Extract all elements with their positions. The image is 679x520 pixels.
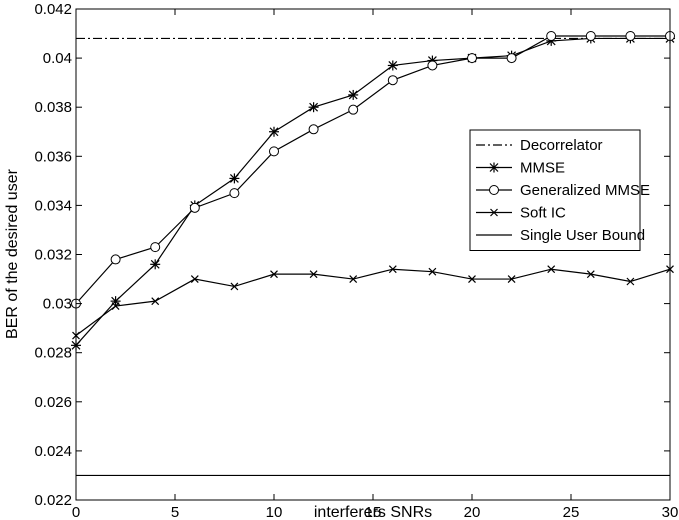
legend-entry-single-user-bound: Single User Bound <box>476 227 645 244</box>
x-axis-ticks: 0 5 10 15 20 25 30 <box>72 9 679 520</box>
y-tick-label: 0.038 <box>34 99 72 116</box>
data-point-generalized-mmse <box>585 31 596 42</box>
y-tick-label: 0.028 <box>34 345 72 362</box>
data-point-mmse <box>229 173 240 184</box>
y-axis-label: BER of the desired user <box>4 168 21 339</box>
legend-label: MMSE <box>520 160 565 177</box>
series-layer <box>71 31 675 477</box>
data-point-mmse <box>348 89 359 100</box>
legend-label: Soft IC <box>520 205 566 222</box>
data-point-generalized-mmse <box>308 124 319 135</box>
data-point-soft-ic <box>428 267 437 276</box>
legend-label: Generalized MMSE <box>520 182 650 199</box>
legend-marker <box>489 185 499 195</box>
data-point-soft-ic <box>547 265 556 274</box>
data-point-generalized-mmse <box>625 31 636 42</box>
data-point-mmse <box>269 126 279 137</box>
data-point-soft-ic <box>626 277 635 286</box>
legend-entry-generalized-mmse: Generalized MMSE <box>476 182 650 199</box>
plot-area <box>76 9 670 500</box>
data-point-mmse <box>150 259 161 270</box>
legend-entry-decorrelator: Decorrelator <box>476 137 603 154</box>
y-tick-label: 0.026 <box>34 394 72 411</box>
data-point-soft-ic <box>151 297 160 306</box>
y-tick-label: 0.034 <box>34 197 72 214</box>
y-tick-label: 0.03 <box>43 296 72 313</box>
y-tick-label: 0.024 <box>34 443 72 460</box>
data-point-generalized-mmse <box>467 53 477 64</box>
data-point-generalized-mmse <box>387 75 398 86</box>
data-point-soft-ic <box>586 270 595 279</box>
series-line-mmse <box>75 37 670 346</box>
data-point-generalized-mmse <box>189 202 200 213</box>
x-tick-label: 0 <box>72 504 80 520</box>
x-tick-label: 15 <box>365 504 382 520</box>
x-tick-label: 20 <box>464 504 481 520</box>
data-point-soft-ic <box>111 302 120 310</box>
legend-marker <box>489 162 499 173</box>
data-point-soft-ic <box>468 275 476 283</box>
y-axis-ticks: 0.022 0.024 0.026 0.028 0.03 0.032 0.034 0.036 0… <box>34 1 670 509</box>
legend: Decorrelator MMSE Generalized MMSE Soft IC S… <box>469 129 650 251</box>
data-point-soft-ic <box>309 270 318 279</box>
series-line-generalized-mmse <box>75 35 670 305</box>
data-point-generalized-mmse <box>427 60 438 71</box>
data-point-soft-ic <box>388 265 397 274</box>
x-tick-label: 25 <box>563 504 580 520</box>
data-point-mmse <box>110 296 121 307</box>
y-tick-label: 0.042 <box>34 1 72 18</box>
series-line-soft-ic <box>75 268 671 336</box>
data-point-soft-ic <box>349 275 358 283</box>
data-point-mmse <box>387 60 398 71</box>
legend-entry-soft-ic: Soft IC <box>476 205 566 222</box>
x-tick-label: 10 <box>266 504 283 520</box>
data-point-generalized-mmse <box>110 254 121 265</box>
data-point-soft-ic <box>270 270 278 279</box>
legend-entry-mmse: MMSE <box>476 160 565 177</box>
y-tick-label: 0.032 <box>34 247 72 264</box>
x-tick-label: 5 <box>171 504 179 520</box>
data-point-soft-ic <box>230 282 239 291</box>
legend-label: Single User Bound <box>520 227 645 244</box>
plot-frame <box>75 8 671 501</box>
data-point-generalized-mmse <box>150 242 161 253</box>
data-point-generalized-mmse <box>229 188 240 199</box>
data-point-mmse <box>308 102 319 113</box>
data-point-generalized-mmse <box>506 53 517 64</box>
legend-marker <box>490 208 498 217</box>
data-point-generalized-mmse <box>348 104 359 115</box>
y-tick-label: 0.022 <box>34 492 72 509</box>
series-generalized-mmse <box>71 31 675 309</box>
x-tick-label: 30 <box>662 504 679 520</box>
y-tick-label: 0.036 <box>34 148 72 165</box>
data-point-generalized-mmse <box>546 31 557 42</box>
legend-label: Decorrelator <box>520 137 603 154</box>
data-point-soft-ic <box>190 275 199 283</box>
y-tick-label: 0.04 <box>43 50 72 67</box>
data-point-generalized-mmse <box>269 146 279 157</box>
x-axis-label: interferers SNRs <box>314 504 432 520</box>
data-point-soft-ic <box>507 275 516 283</box>
series-soft-ic <box>72 265 674 340</box>
